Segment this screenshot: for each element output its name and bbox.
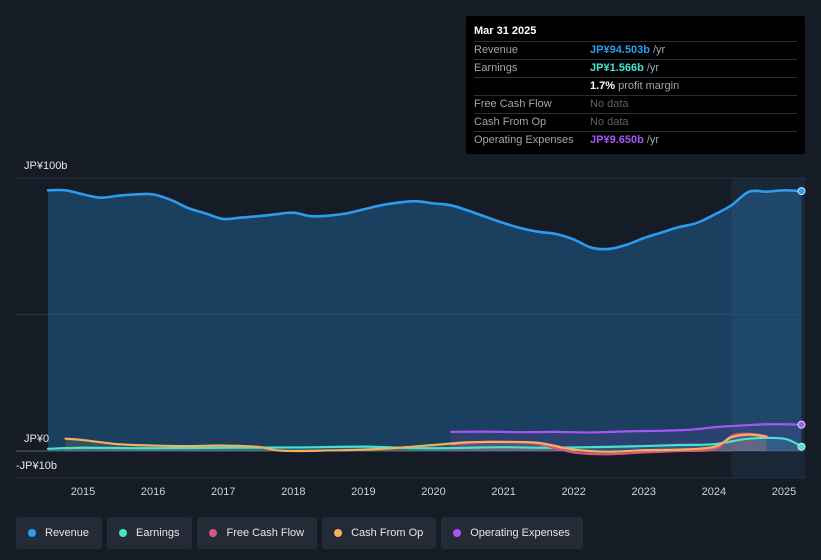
tooltip-date: Mar 31 2025 bbox=[474, 22, 797, 42]
legend-label: Free Cash Flow bbox=[226, 527, 305, 539]
legend-dot-icon bbox=[119, 529, 128, 537]
tooltip-value: 1.7% bbox=[590, 80, 616, 92]
y-label-bottom: -JP¥10b bbox=[16, 460, 57, 472]
revenue-line bbox=[46, 188, 803, 251]
x-tick-label: 2022 bbox=[561, 486, 585, 498]
revenue-area bbox=[48, 189, 802, 451]
x-tick-label: 2021 bbox=[491, 486, 515, 498]
x-tick-label: 2023 bbox=[632, 486, 656, 498]
tooltip-label: Cash From Op bbox=[474, 116, 547, 128]
x-tick-label: 2020 bbox=[421, 486, 445, 498]
tooltip-unit: /yr bbox=[652, 44, 666, 56]
earnings-endpoint bbox=[797, 442, 806, 451]
legend-label: Operating Expenses bbox=[470, 527, 570, 539]
x-tick-label: 2024 bbox=[702, 486, 726, 498]
highlight-band bbox=[731, 178, 805, 478]
tooltip-value: JP¥94.503b bbox=[590, 44, 650, 56]
legend-dot-icon bbox=[209, 529, 218, 537]
legend-item-cash-from-op[interactable]: Cash From Op bbox=[322, 517, 437, 549]
tooltip-label: Earnings bbox=[474, 62, 518, 74]
x-tick-label: 2015 bbox=[71, 486, 95, 498]
tooltip-row-cfo: Cash From Op No data bbox=[474, 114, 797, 132]
x-tick-label: 2025 bbox=[772, 486, 796, 498]
y-label-top: JP¥100b bbox=[24, 160, 68, 172]
chart-lines bbox=[46, 188, 803, 456]
legend-item-free-cash-flow[interactable]: Free Cash Flow bbox=[197, 517, 318, 549]
tooltip-value: JP¥9.650b bbox=[590, 134, 644, 146]
tooltip-row-margin: 1.7% profit margin bbox=[474, 78, 797, 96]
x-tick-label: 2019 bbox=[351, 486, 375, 498]
revenue-endpoint bbox=[797, 187, 806, 196]
tooltip-unit: profit margin bbox=[618, 80, 680, 92]
tooltip-row-fcf: Free Cash Flow No data bbox=[474, 96, 797, 114]
y-label-zero: JP¥0 bbox=[24, 433, 50, 445]
operating-expenses-endpoint bbox=[797, 420, 806, 429]
forecast-highlight-band bbox=[731, 178, 805, 478]
tooltip-label: Revenue bbox=[474, 44, 519, 56]
chart-areas bbox=[48, 189, 802, 455]
tooltip-label-spacer bbox=[474, 78, 590, 95]
legend-dot-icon bbox=[453, 529, 462, 537]
legend-label: Revenue bbox=[45, 527, 90, 539]
tooltip-row-opex: Operating Expenses JP¥9.650b /yr bbox=[474, 132, 797, 149]
tooltip-unit: /yr bbox=[646, 62, 660, 74]
chart-endpoints bbox=[797, 187, 806, 451]
x-tick-label: 2016 bbox=[141, 486, 165, 498]
tooltip-label: Operating Expenses bbox=[474, 134, 574, 146]
tooltip-unit: /yr bbox=[646, 134, 660, 146]
legend-label: Earnings bbox=[136, 527, 180, 539]
tooltip-value: No data bbox=[590, 98, 629, 110]
tooltip-value: JP¥1.566b bbox=[590, 62, 644, 74]
legend-label: Cash From Op bbox=[351, 527, 424, 539]
x-tick-label: 2017 bbox=[211, 486, 235, 498]
x-tick-label: 2018 bbox=[281, 486, 305, 498]
tooltip-value: No data bbox=[590, 116, 629, 128]
legend-item-operating-expenses[interactable]: Operating Expenses bbox=[441, 517, 583, 549]
legend-item-earnings[interactable]: Earnings bbox=[107, 517, 193, 549]
operating-expenses-line bbox=[449, 423, 803, 434]
tooltip-label: Free Cash Flow bbox=[474, 98, 552, 110]
chart-gridlines bbox=[16, 177, 805, 479]
data-tooltip: Mar 31 2025 Revenue JP¥94.503b /yr Earni… bbox=[466, 16, 805, 154]
x-axis-ticks: 2015 2016 2017 2018 2019 2020 2021 2022 2023 2024… bbox=[71, 486, 796, 498]
legend-item-revenue[interactable]: Revenue bbox=[16, 517, 103, 549]
cash-from-op-line bbox=[64, 433, 768, 453]
legend-dot-icon bbox=[334, 529, 343, 537]
legend-dot-icon bbox=[28, 529, 36, 537]
chart-legend: Revenue Earnings Free Cash Flow Cash Fro… bbox=[16, 517, 583, 549]
earnings-line bbox=[46, 436, 803, 450]
tooltip-row-revenue: Revenue JP¥94.503b /yr bbox=[474, 42, 797, 60]
tooltip-row-earnings: Earnings JP¥1.566b /yr bbox=[474, 60, 797, 78]
free-cash-flow-area bbox=[451, 433, 767, 455]
